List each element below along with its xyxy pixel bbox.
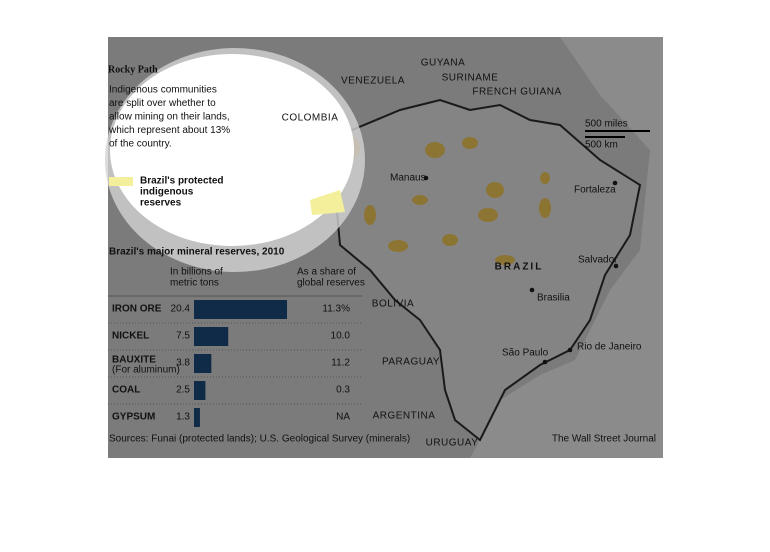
city-dot bbox=[567, 347, 573, 353]
category-label: IRON ORE bbox=[112, 304, 162, 315]
share-label: 10.0 bbox=[331, 331, 351, 342]
brazil-shape bbox=[333, 98, 642, 442]
country-label: PARAGUAY bbox=[382, 357, 440, 368]
category-label: GYPSUM bbox=[112, 412, 155, 423]
city-label: Salvador bbox=[578, 255, 618, 266]
scale-label: 500 miles bbox=[585, 119, 628, 130]
country-label: COLOMBIA bbox=[282, 113, 339, 124]
legend-label: indigenous bbox=[140, 187, 194, 198]
highlight bbox=[110, 54, 354, 246]
chart-title: Brazil's major mineral reserves, 2010 bbox=[109, 247, 285, 258]
share-label: NA bbox=[336, 412, 350, 423]
reserves bbox=[340, 136, 551, 265]
value-label: 7.5 bbox=[176, 331, 190, 342]
legend-swatch bbox=[109, 177, 133, 186]
description: which represent about 13% bbox=[108, 125, 230, 136]
share-label: 11.2 bbox=[331, 358, 350, 369]
category-label: BAUXITE bbox=[112, 355, 156, 366]
country-label: BOLIVIA bbox=[372, 299, 414, 310]
share-label: 0.3 bbox=[336, 385, 350, 396]
share-label: 11.3% bbox=[322, 304, 350, 315]
category-note: (For aluminum) bbox=[112, 365, 180, 376]
city-dot bbox=[542, 359, 548, 365]
city-label: São Paulo bbox=[502, 348, 549, 359]
column-header: In billions of bbox=[170, 267, 223, 278]
country-label: BRAZIL bbox=[495, 262, 544, 273]
title: Rocky Path bbox=[108, 64, 158, 75]
bar bbox=[194, 354, 212, 373]
description: allow mining on their lands, bbox=[109, 112, 230, 123]
column-header: global reserves bbox=[297, 278, 365, 289]
bar bbox=[194, 327, 229, 346]
city-label: Fortaleza bbox=[574, 185, 616, 196]
value-label: 20.4 bbox=[171, 304, 191, 315]
category-label: COAL bbox=[112, 385, 140, 396]
scale-label: 500 km bbox=[585, 140, 618, 151]
bar bbox=[194, 381, 206, 400]
country-label: FRENCH GUIANA bbox=[472, 87, 561, 98]
source: Sources: Funai (protected lands); U.S. G… bbox=[109, 434, 410, 445]
value-label: 1.3 bbox=[176, 412, 190, 423]
city-dot bbox=[612, 180, 618, 186]
city-label: Rio de Janeiro bbox=[577, 342, 642, 353]
country-label: URUGUAY bbox=[426, 438, 479, 449]
country-label: VENEZUELA bbox=[341, 76, 405, 87]
city-dot bbox=[529, 287, 535, 293]
country-label: ARGENTINA bbox=[373, 411, 436, 422]
city-label: Brasilia bbox=[537, 293, 570, 304]
legend-label: reserves bbox=[140, 198, 182, 209]
column-header: metric tons bbox=[170, 278, 219, 289]
description: of the country. bbox=[109, 139, 172, 150]
city-label: Manaus bbox=[390, 173, 426, 184]
value-label: 3.8 bbox=[176, 358, 190, 369]
column-header: As a share of bbox=[297, 267, 356, 278]
reserve-highlight bbox=[310, 190, 345, 215]
legend-label: Brazil's protected bbox=[140, 176, 224, 187]
category-label: NICKEL bbox=[112, 331, 149, 342]
value-label: 2.5 bbox=[176, 385, 190, 396]
country-label: SURINAME bbox=[442, 73, 499, 84]
bar bbox=[194, 300, 288, 319]
country-label: GUYANA bbox=[421, 58, 466, 69]
city-dot bbox=[423, 175, 429, 181]
description: Indigenous communities bbox=[109, 85, 217, 96]
bar bbox=[194, 408, 200, 427]
description: are split over whether to bbox=[109, 98, 216, 109]
credit: The Wall Street Journal bbox=[552, 434, 656, 445]
city-dot bbox=[613, 263, 619, 269]
